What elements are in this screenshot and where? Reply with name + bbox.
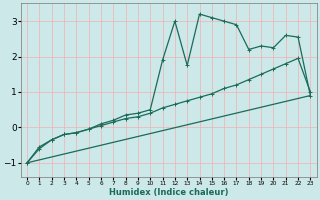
X-axis label: Humidex (Indice chaleur): Humidex (Indice chaleur) [109,188,228,197]
